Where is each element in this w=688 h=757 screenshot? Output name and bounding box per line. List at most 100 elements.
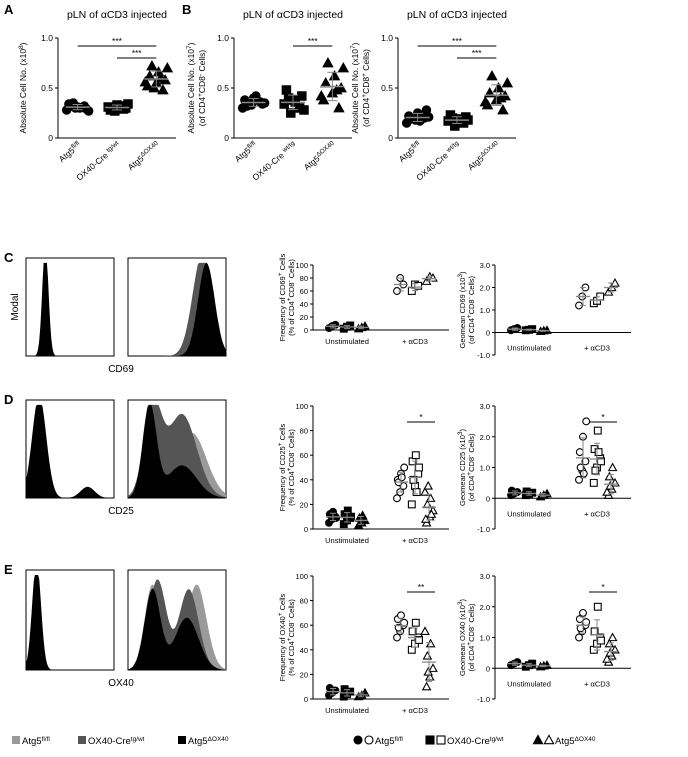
text-span: CD8 bbox=[197, 76, 207, 93]
square-point bbox=[411, 451, 420, 460]
triangle-point bbox=[146, 60, 158, 71]
square-point bbox=[297, 91, 307, 101]
triangle-point bbox=[423, 666, 434, 676]
text-span: Frequency of CD69 bbox=[278, 276, 287, 341]
triangle-point bbox=[494, 92, 507, 103]
circle-point bbox=[393, 633, 401, 642]
circle-point bbox=[68, 98, 79, 108]
text-span: Cells) bbox=[467, 603, 476, 625]
text-span: fl/fl bbox=[410, 139, 421, 150]
square-point bbox=[589, 478, 598, 487]
square-point bbox=[412, 488, 421, 497]
text-span: OX40-Cre bbox=[250, 149, 288, 183]
circle-point bbox=[353, 735, 363, 745]
text-span: Cells) bbox=[287, 259, 296, 281]
y-axis-label-2: (of CD4+CD8- Cells) bbox=[466, 275, 477, 344]
text-span: Atg5 bbox=[188, 736, 208, 747]
y-tick-label: 0 bbox=[48, 133, 53, 143]
text-span: - bbox=[286, 280, 293, 282]
triangle-point bbox=[322, 57, 334, 68]
text-span: + bbox=[466, 314, 473, 318]
triangle-point bbox=[532, 734, 544, 745]
text-span: Atg5 bbox=[555, 736, 575, 747]
triangle-point bbox=[479, 96, 492, 107]
y-axis-label-2: (% of CD4+CD8- Cells) bbox=[286, 429, 297, 506]
triangle-point bbox=[143, 70, 156, 81]
triangle-point bbox=[148, 82, 160, 93]
chart-E1: 0 20 40 60 80 100 Unstimulated + αCD3 Frequency … bbox=[277, 572, 449, 715]
text-span: Cells) bbox=[467, 275, 476, 297]
y-tick-label: 100 bbox=[295, 261, 308, 270]
triangle-point bbox=[501, 77, 514, 88]
triangle-point bbox=[486, 70, 498, 81]
histogram-y-label: Modal bbox=[10, 293, 21, 320]
y-tick-label: 0 bbox=[224, 133, 229, 143]
text-span: ) bbox=[458, 599, 467, 602]
chart-title: pLN of αCD3 injected bbox=[243, 9, 343, 21]
chart-D2: -1.0 0 1.0 2.0 3.0 Unstimulated + αCD3 Geomean … bbox=[457, 402, 631, 534]
circle-point bbox=[582, 618, 591, 627]
circle-point bbox=[364, 735, 374, 745]
text-span: OX40-Cre bbox=[414, 149, 452, 183]
triangle-point bbox=[420, 487, 430, 496]
chart-title: pLN of αCD3 injected bbox=[407, 9, 507, 21]
text-span: ΔOX40 bbox=[575, 736, 596, 743]
text-span: Geomean CD69 (x10 bbox=[458, 278, 467, 349]
triangle-point bbox=[139, 76, 152, 87]
y-tick-label: 1.0 bbox=[217, 33, 229, 43]
text-span: + bbox=[466, 642, 473, 646]
triangle-point bbox=[607, 462, 618, 472]
chart-title: pLN of αCD3 injected bbox=[67, 9, 167, 21]
y-axis-label: Absolute Cell No. (x107) bbox=[186, 42, 197, 133]
text-span: Cells) bbox=[467, 433, 476, 455]
text-span: Cells) bbox=[361, 49, 371, 73]
text-span: 3 bbox=[457, 274, 464, 278]
y-tick-label: 20 bbox=[300, 313, 308, 322]
text-span: (of CD4 bbox=[467, 476, 476, 502]
triangle-point bbox=[605, 480, 616, 490]
y-tick-label: 40 bbox=[300, 300, 308, 309]
text-span: CD8 bbox=[287, 283, 296, 298]
y-tick-label: 0 bbox=[388, 133, 393, 143]
group-label: Unstimulated bbox=[325, 706, 369, 715]
y-tick-label: 1.0 bbox=[41, 33, 53, 43]
histogram-row-C: Modal CD69 bbox=[10, 257, 227, 375]
triangle-point bbox=[420, 626, 430, 636]
y-tick-label: 0 bbox=[486, 494, 490, 503]
text-span: Atg5 bbox=[375, 736, 395, 747]
legend-swatch bbox=[178, 736, 186, 744]
text-span: Absolute Cell No. (x10 bbox=[350, 49, 360, 134]
histogram-peak bbox=[128, 588, 226, 670]
group-label: + αCD3 bbox=[402, 536, 428, 545]
chart-B1: 0 0.5 1.0 pLN of αCD3 injected Absolute Cell… bbox=[186, 9, 352, 183]
text-span: CD8 bbox=[467, 299, 476, 314]
text-span: Cells bbox=[278, 593, 287, 612]
y-axis-label: Frequency of OX40+ Cells bbox=[277, 593, 288, 681]
y-tick-label: 0 bbox=[304, 525, 308, 534]
square-point bbox=[593, 426, 602, 435]
text-span: - bbox=[286, 450, 293, 452]
triangle-point bbox=[497, 104, 509, 115]
triangle-point bbox=[543, 734, 555, 745]
text-span: + bbox=[361, 73, 368, 77]
triangle-point bbox=[360, 687, 370, 697]
panel-letter-B: B bbox=[182, 2, 191, 17]
text-span: 8 bbox=[18, 45, 25, 49]
y-axis-label: Geomean CD69 (x103) bbox=[457, 271, 468, 349]
square-point bbox=[415, 463, 423, 472]
text-span: CD8 bbox=[467, 627, 476, 642]
histogram-x-label: OX40 bbox=[108, 678, 134, 689]
group-label: Unstimulated bbox=[507, 509, 551, 518]
text-span: - bbox=[286, 620, 293, 622]
y-tick-label: 2.0 bbox=[480, 284, 490, 293]
category-label: OX40-Cre wt/tg bbox=[414, 139, 463, 182]
group-label: Unstimulated bbox=[507, 679, 551, 688]
group-label: + αCD3 bbox=[584, 344, 610, 353]
circle-point bbox=[83, 106, 94, 116]
square-point bbox=[447, 113, 458, 123]
text-span: fl/fl bbox=[246, 139, 257, 150]
y-tick-label: -1.0 bbox=[477, 695, 490, 704]
circle-point bbox=[579, 469, 588, 478]
group-label: Unstimulated bbox=[325, 337, 369, 346]
